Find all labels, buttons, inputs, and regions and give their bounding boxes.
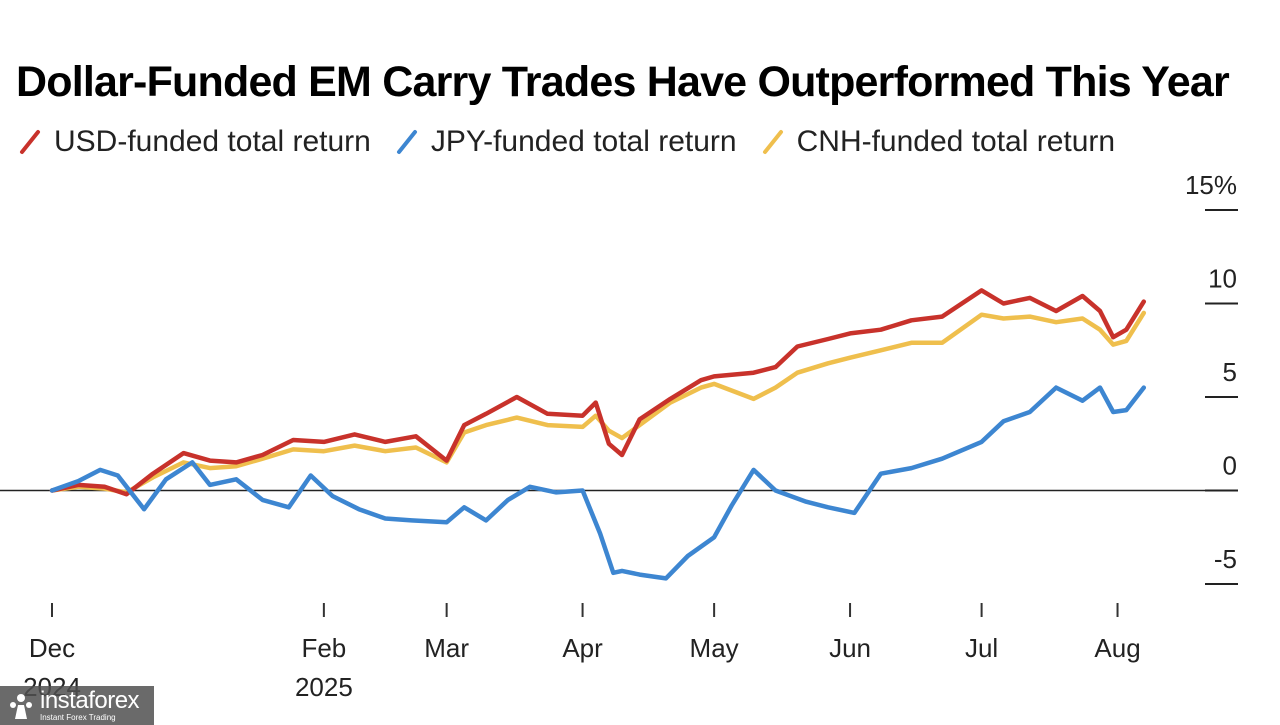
series-line-usd	[49, 288, 1147, 497]
y-tick-label: 10	[1208, 264, 1237, 294]
chart-title: Dollar-Funded EM Carry Trades Have Outpe…	[16, 58, 1230, 106]
series-line-cnh	[49, 310, 1147, 495]
x-tick-label: Mar	[424, 633, 469, 663]
legend-swatch-usd	[20, 130, 40, 154]
legend-label-usd: USD-funded total return	[54, 125, 371, 158]
legend-label-cnh: CNH-funded total return	[796, 125, 1116, 158]
legend-swatch-cnh	[762, 130, 783, 154]
x-tick-label: May	[690, 633, 739, 663]
y-tick-label: 0	[1223, 451, 1237, 481]
legend-label-jpy: JPY-funded total return	[430, 125, 737, 158]
x-tick-label: Jul	[965, 633, 998, 663]
y-tick-label: 15%	[1185, 170, 1237, 200]
y-tick-label: -5	[1214, 544, 1237, 574]
x-tick-label: Apr	[562, 633, 603, 663]
instaforex-logo-icon	[10, 693, 32, 719]
legend-item-jpy: JPY-funded total return	[395, 125, 737, 159]
x-tick-sublabel: 2025	[295, 672, 353, 702]
chart-legend: USD-funded total return JPY-funded total…	[18, 122, 1139, 162]
watermark: instaforex Instant Forex Trading	[0, 686, 154, 725]
x-tick-label: Jun	[829, 633, 871, 663]
watermark-brand: instaforex	[40, 687, 140, 714]
series-line-jpy	[49, 385, 1147, 581]
x-tick-label: Aug	[1094, 633, 1140, 663]
legend-item-usd: USD-funded total return	[18, 125, 371, 159]
x-tick-label: Dec	[29, 633, 75, 663]
y-tick-label: 5	[1223, 357, 1237, 387]
watermark-tagline: Instant Forex Trading	[40, 713, 116, 722]
legend-item-cnh: CNH-funded total return	[761, 125, 1116, 159]
x-tick-label: Feb	[301, 633, 346, 663]
legend-swatch-jpy	[396, 130, 417, 154]
